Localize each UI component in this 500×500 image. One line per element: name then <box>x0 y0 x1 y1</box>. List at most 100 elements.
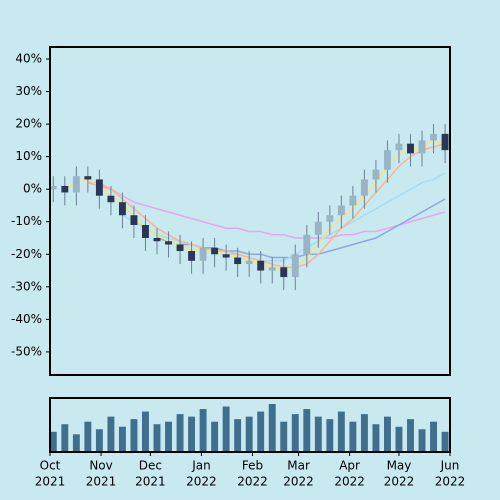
x-tick-label: 2021 <box>86 475 117 489</box>
candle-body <box>360 179 368 196</box>
candle-body <box>395 143 403 151</box>
volume-bar <box>360 414 368 452</box>
volume-bar <box>142 411 149 452</box>
y-tick-label: -40% <box>11 312 42 326</box>
y-tick-label: -20% <box>11 247 42 261</box>
x-tick-label: Jan <box>191 459 211 473</box>
x-tick-label: 2022 <box>237 475 268 489</box>
y-tick-label: -10% <box>11 214 42 228</box>
candle-body <box>95 179 103 196</box>
volume-bar <box>84 421 92 452</box>
volume-bar <box>245 416 253 452</box>
candle-body <box>176 244 184 252</box>
candle-body <box>314 221 322 235</box>
candle-body <box>142 224 149 239</box>
x-tick-label: 2021 <box>135 475 166 489</box>
candle-body <box>418 140 426 154</box>
x-tick-label: Apr <box>339 459 360 473</box>
volume-bar <box>430 421 437 452</box>
volume-bar <box>118 426 126 452</box>
candle-body <box>303 234 311 255</box>
x-tick-label: 2022 <box>384 475 415 489</box>
y-tick-label: 20% <box>15 117 42 131</box>
candle-body <box>280 267 288 278</box>
candle-body <box>441 133 449 151</box>
candle-body <box>72 176 80 193</box>
volume-bar <box>61 424 69 452</box>
candle-body <box>326 215 334 222</box>
x-tick-label: 2022 <box>435 475 466 489</box>
candle-body <box>337 205 345 216</box>
volume-bar <box>383 416 391 452</box>
volume-bar <box>349 421 357 452</box>
x-tick-label: 2022 <box>283 475 314 489</box>
volume-bar <box>291 414 299 452</box>
ma-line <box>87 181 446 239</box>
candle-body <box>153 238 161 242</box>
x-tick-label: 2022 <box>186 475 217 489</box>
volume-bar <box>372 424 380 452</box>
y-tick-label: -50% <box>11 344 42 358</box>
volume-bar <box>107 416 115 452</box>
candle-body <box>383 150 391 170</box>
volume-frame <box>49 397 451 453</box>
volume-bar <box>280 421 288 452</box>
volume-bar <box>303 409 311 452</box>
price-frame <box>49 46 451 376</box>
volume-bar <box>314 416 322 452</box>
y-tick-label: 40% <box>15 52 42 66</box>
volume-bar <box>234 419 242 452</box>
candle-body <box>234 257 242 265</box>
x-tick-label: Feb <box>242 459 263 473</box>
x-tick-label: 2022 <box>334 475 365 489</box>
candle-body <box>107 195 115 203</box>
volume-bar <box>418 429 426 452</box>
candle-body <box>291 254 299 278</box>
candle-body <box>188 251 196 261</box>
candle-body <box>349 195 357 206</box>
x-tick-label: Mar <box>287 459 310 473</box>
x-tick-label: Nov <box>89 459 112 473</box>
y-tick-label: 0% <box>23 182 42 196</box>
volume-bar <box>441 431 449 452</box>
volume-bar <box>211 421 219 452</box>
volume-bar <box>72 434 80 452</box>
candle-body <box>430 133 437 141</box>
volume-bar <box>257 411 265 452</box>
y-tick-label: 30% <box>15 84 42 98</box>
candle-body <box>211 247 219 255</box>
y-tick-label: 10% <box>15 149 42 163</box>
volume-bar <box>188 416 196 452</box>
volume-bar <box>153 424 161 452</box>
volume-bar <box>176 414 184 452</box>
volume-bar <box>407 419 414 452</box>
candle-body <box>61 185 69 193</box>
volume-bar <box>326 419 334 452</box>
y-tick-label: -30% <box>11 279 42 293</box>
x-tick-label: May <box>387 459 412 473</box>
volume-bar <box>268 404 276 452</box>
volume-bar <box>222 406 230 452</box>
volume-bar <box>337 411 345 452</box>
candle-body <box>199 247 207 261</box>
x-tick-label: Dec <box>139 459 162 473</box>
candle-body <box>49 185 57 190</box>
volume-bar <box>165 421 172 452</box>
volume-bar <box>395 426 403 452</box>
candle-body <box>407 143 414 154</box>
candle-body <box>257 260 265 271</box>
candle-body <box>84 176 92 180</box>
candle-body <box>245 260 253 265</box>
x-tick-label: Oct <box>40 459 61 473</box>
volume-bar <box>49 431 57 452</box>
ma-line <box>64 139 446 272</box>
candle-body <box>165 241 172 245</box>
candle-body <box>130 215 138 225</box>
volume-bar <box>130 419 138 452</box>
volume-bar <box>95 429 103 452</box>
candle-body <box>268 267 276 271</box>
candle-body <box>372 169 380 180</box>
candle-body <box>222 254 230 258</box>
candle-body <box>118 202 126 216</box>
